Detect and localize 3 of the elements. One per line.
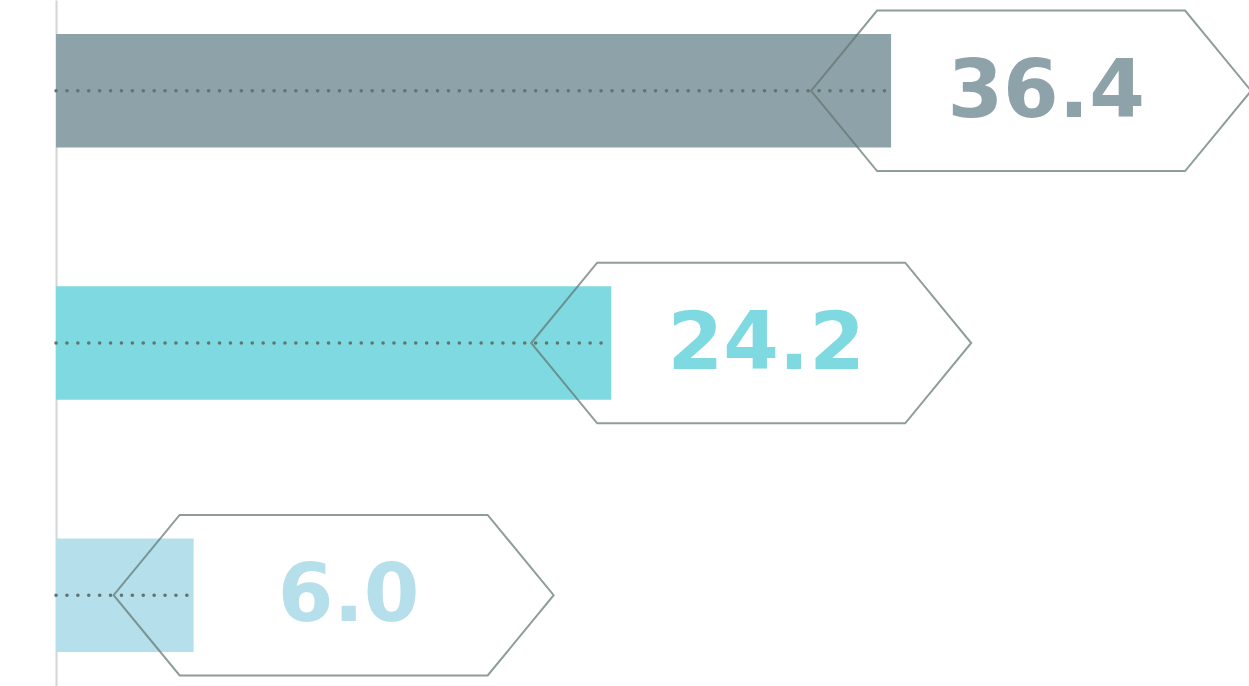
- data-label: 6.0: [277, 547, 420, 641]
- data-label: 36.4: [947, 42, 1145, 136]
- data-label: 24.2: [667, 295, 865, 388]
